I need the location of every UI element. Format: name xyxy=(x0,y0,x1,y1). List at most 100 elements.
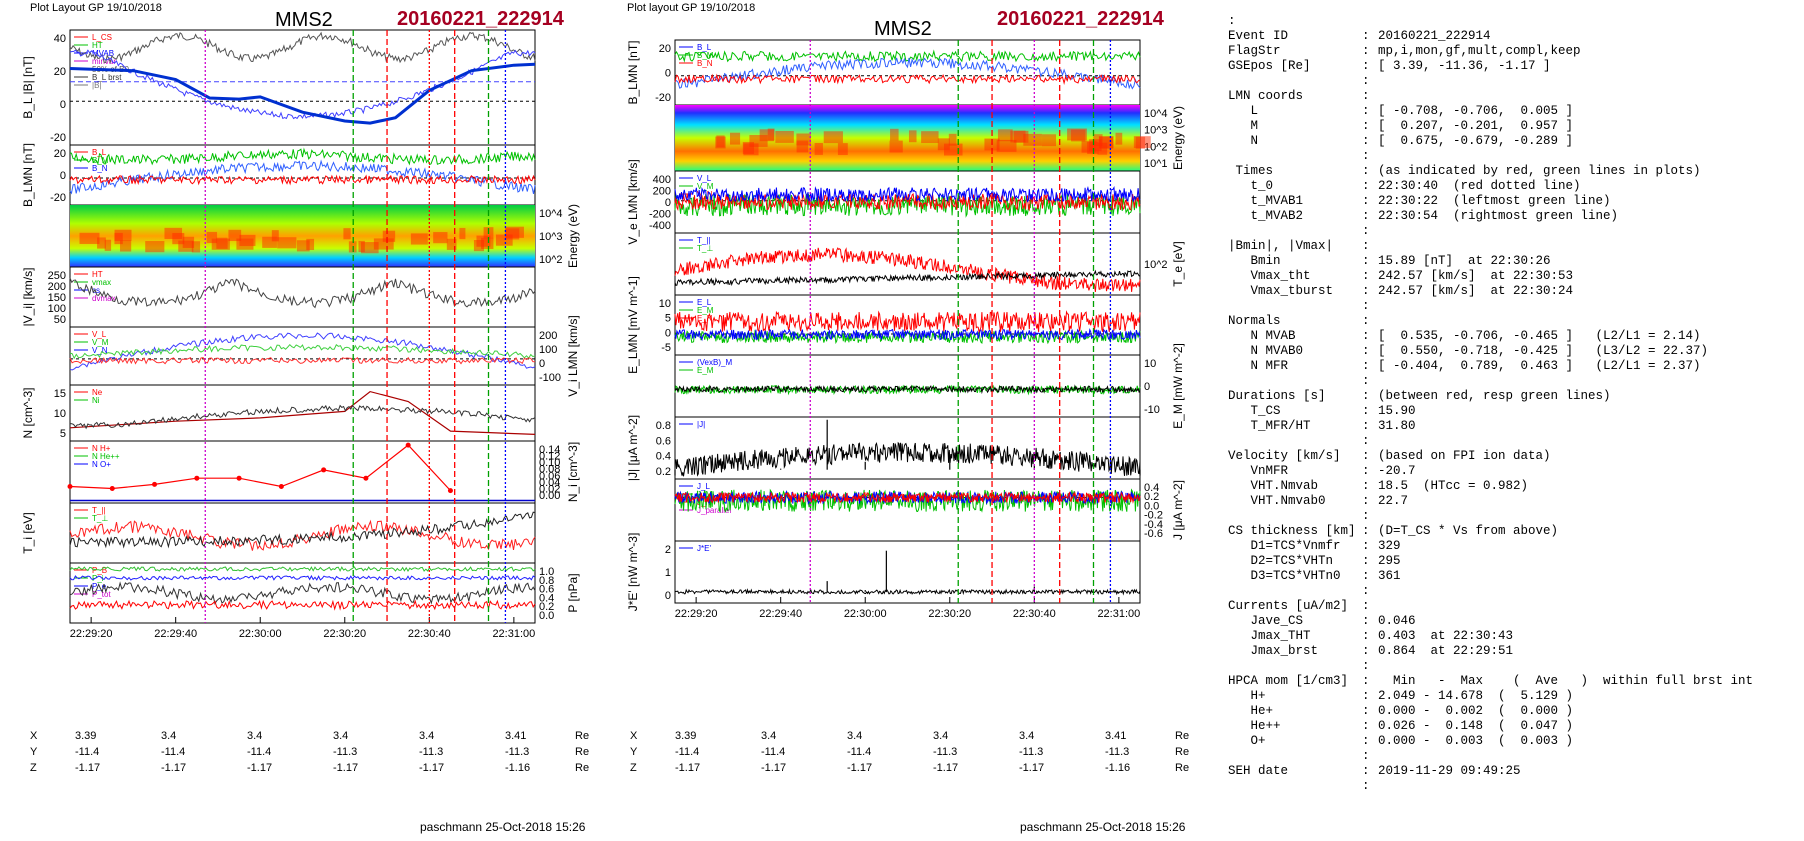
info-key: t_MVAB2 xyxy=(1228,209,1304,223)
position-value: 3.4 xyxy=(333,730,349,742)
legend-entry: J_parallel xyxy=(697,506,731,515)
tick-label: 0 xyxy=(665,590,671,602)
left-position-table: X 3.39 3.4 3.4 3.4 3.4 3.41 Re Y -11.4 -11.4 -11.4 -… xyxy=(30,730,590,778)
legend-entry: B_L xyxy=(92,148,107,157)
panel-0: B_L |B| [nT]40200-20L_CSHTMVABminvar50% … xyxy=(21,29,536,146)
tick-label: 10^2 xyxy=(539,254,563,266)
tick-label: 0 xyxy=(665,197,671,209)
info-line: t_MVAB2:22:30:54 (rightmost green line) xyxy=(1228,209,1798,224)
info-key: VHT.Nmvab xyxy=(1228,479,1319,493)
tick-label: 0.02 xyxy=(539,483,560,495)
legend-entry: vmax xyxy=(92,278,111,287)
series-line xyxy=(674,192,1141,212)
spectrogram-hot xyxy=(823,131,843,144)
position-value: -1.17 xyxy=(761,762,787,774)
panel-8: J*E' [nW m^-3] 2 1 0 J*E' xyxy=(626,533,1141,611)
spectrogram-hot xyxy=(271,230,279,242)
position-value: -11.4 xyxy=(675,746,700,758)
info-colon: : xyxy=(1362,89,1370,103)
spectrogram-hot xyxy=(742,142,755,154)
tick-label: 0 xyxy=(665,68,671,80)
info-colon: : xyxy=(1362,629,1370,643)
position-value: -11.3 xyxy=(419,746,444,758)
tick-label: 0.00 xyxy=(539,490,560,502)
info-line: : xyxy=(1228,659,1798,674)
legend-entry: V_L xyxy=(697,174,712,183)
spectrogram-hot xyxy=(890,128,899,141)
position-value: -1.17 xyxy=(1019,762,1045,774)
info-colon: : xyxy=(1362,194,1370,208)
time-tick-label: 22:31:00 xyxy=(492,628,535,640)
spectrogram-hot xyxy=(373,238,394,250)
position-row-z: Z -1.17 -1.17 -1.17 -1.17 -1.17 -1.16 Re xyxy=(30,762,590,778)
info-key: Jmax_brst xyxy=(1228,644,1319,658)
tick-label: 0.08 xyxy=(539,464,560,476)
position-axis-label: Y xyxy=(630,746,638,758)
info-line: Vmax_tburst:242.57 [km/s] at 22:30:24 xyxy=(1228,284,1798,299)
tick-label: 0.12 xyxy=(539,451,560,463)
info-colon: : xyxy=(1362,674,1370,688)
position-value: -1.17 xyxy=(933,762,959,774)
spectrogram-hot xyxy=(481,237,494,249)
tick-label: -0.4 xyxy=(1144,519,1163,531)
info-value: mp,i,mon,gf,mult,compl,keep xyxy=(1378,44,1581,58)
series-line xyxy=(69,581,536,605)
tick-label: 200 xyxy=(539,330,557,342)
info-key: GSEpos [Re] xyxy=(1228,59,1311,73)
series-line xyxy=(674,247,1141,292)
legend-entry: B_L brst xyxy=(92,73,122,82)
info-line: N MFR: [ -0.404, 0.789, 0.463 ] (L2/L1 = … xyxy=(1228,359,1798,374)
position-value: 3.39 xyxy=(675,730,697,742)
time-tick-label: 22:29:40 xyxy=(154,628,197,640)
tick-label: 0.6 xyxy=(656,435,671,447)
tick-label: 5 xyxy=(60,428,66,440)
info-colon: : xyxy=(1362,539,1370,553)
position-value: 3.4 xyxy=(847,730,863,742)
tick-label: 20 xyxy=(659,43,671,55)
position-row-x: X 3.39 3.4 3.4 3.4 3.4 3.41 Re xyxy=(30,730,590,746)
position-unit: Re xyxy=(575,762,590,774)
info-colon: : xyxy=(1362,164,1370,178)
series-line xyxy=(69,147,536,166)
info-line: D1=TCS*Vnmfr:329 xyxy=(1228,539,1798,554)
spectrogram-hot xyxy=(1013,130,1029,143)
tick-label: 0.14 xyxy=(539,444,560,456)
position-value: -11.3 xyxy=(505,746,530,758)
tick-label: 0 xyxy=(60,99,66,111)
info-line: : xyxy=(1228,224,1798,239)
info-key: N MFR xyxy=(1228,359,1289,373)
info-colon: : xyxy=(1362,74,1370,88)
info-line: FlagStr: mp,i,mon,gf,mult,compl,keep xyxy=(1228,44,1798,59)
tick-label: 100 xyxy=(539,344,557,356)
info-value: 0.864 at 22:29:51 xyxy=(1378,644,1514,658)
info-key: N xyxy=(1228,134,1259,148)
spectrogram-hot xyxy=(997,129,1013,142)
info-value: -20.7 xyxy=(1378,464,1416,478)
info-value: (D=T_CS * Vs from above) xyxy=(1378,524,1559,538)
position-unit: Re xyxy=(1175,746,1190,758)
series-line xyxy=(69,174,536,186)
panel-ylabel: E_LMN [mV m^-1] xyxy=(626,276,640,374)
spectrogram-hot xyxy=(459,227,466,240)
legend-entry: E_M xyxy=(697,366,714,375)
legend-entry: N H+ xyxy=(92,444,111,453)
mid-position-table: X 3.39 3.4 3.4 3.4 3.4 3.41 Re Y -11.4 -11.4 -11.4 -… xyxy=(630,730,1190,778)
tick-label: -0.2 xyxy=(1144,510,1163,522)
info-line: HPCA mom [1/cm3]: Min - Max ( Ave ) with… xyxy=(1228,674,1798,689)
left-event-label: 20160221_222914 xyxy=(397,8,564,30)
legend-entry: B_N xyxy=(697,59,713,68)
info-line: D2=TCS*VHTn:295 xyxy=(1228,554,1798,569)
position-value: -1.17 xyxy=(675,762,701,774)
tick-label: 20 xyxy=(54,148,66,160)
tick-label: -20 xyxy=(50,132,66,144)
tick-label: 5 xyxy=(665,313,671,325)
tick-label: 0.2 xyxy=(1144,491,1159,503)
info-colon: : xyxy=(1362,449,1370,463)
info-key: |Bmin|, |Vmax| xyxy=(1228,239,1334,253)
info-value: [ 0.207, -0.201, 0.957 ] xyxy=(1378,119,1574,133)
info-line: : xyxy=(1228,779,1798,794)
info-value: [ 0.550, -0.718, -0.425 ] (L3/L2 = 22.37… xyxy=(1378,344,1709,358)
info-value: 18.5 (HTcc = 0.982) xyxy=(1378,479,1529,493)
spectrogram-fill xyxy=(70,205,535,267)
